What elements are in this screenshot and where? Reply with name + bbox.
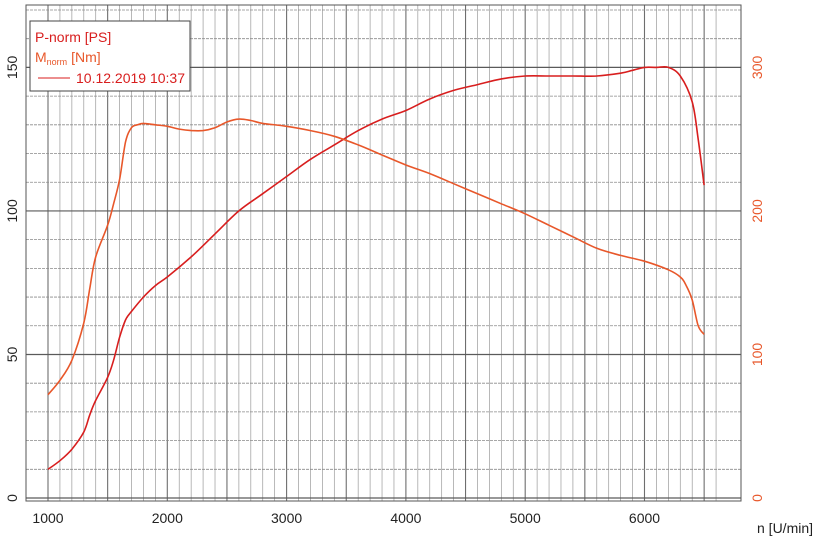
x-axis-label: n [U/min] <box>757 520 813 536</box>
x-tick-label: 4000 <box>390 510 421 526</box>
x-tick-label: 3000 <box>271 510 302 526</box>
legend-entry-power: P-norm [PS] <box>35 29 111 45</box>
y-left-tick-label: 0 <box>4 494 20 502</box>
y-left-tick-labels: 0 50 100 150 <box>4 56 20 502</box>
legend-box <box>29 20 191 92</box>
y-left-tick-label: 50 <box>4 346 20 362</box>
x-tick-label: 6000 <box>629 510 660 526</box>
legend: P-norm [PS] Mnorm [Nm] 10.12.2019 10:37 <box>29 20 191 92</box>
series-line-torque <box>47 118 705 396</box>
series-lines <box>47 65 705 470</box>
legend-torque-sub: norm <box>47 57 68 67</box>
legend-torque-main: M <box>35 49 47 65</box>
y-left-tick-label: 100 <box>4 199 20 223</box>
x-tick-label: 1000 <box>32 510 63 526</box>
legend-entry-timestamp: 10.12.2019 10:37 <box>76 70 185 86</box>
y-right-tick-labels: 0 100 200 300 <box>749 56 765 502</box>
y-right-tick-label: 300 <box>749 56 765 80</box>
legend-entry-torque: Mnorm [Nm] <box>35 49 101 67</box>
y-right-tick-label: 100 <box>749 343 765 367</box>
y-right-tick-label: 200 <box>749 199 765 223</box>
series-line-power <box>47 65 705 470</box>
plot-frame <box>25 4 742 502</box>
x-tick-label: 2000 <box>152 510 183 526</box>
legend-torque-unit: [Nm] <box>67 49 100 65</box>
y-left-tick-label: 150 <box>4 56 20 80</box>
y-right-tick-label: 0 <box>749 494 765 502</box>
x-tick-labels: 1000 2000 3000 4000 5000 6000 <box>32 510 660 526</box>
x-tick-label: 5000 <box>510 510 541 526</box>
